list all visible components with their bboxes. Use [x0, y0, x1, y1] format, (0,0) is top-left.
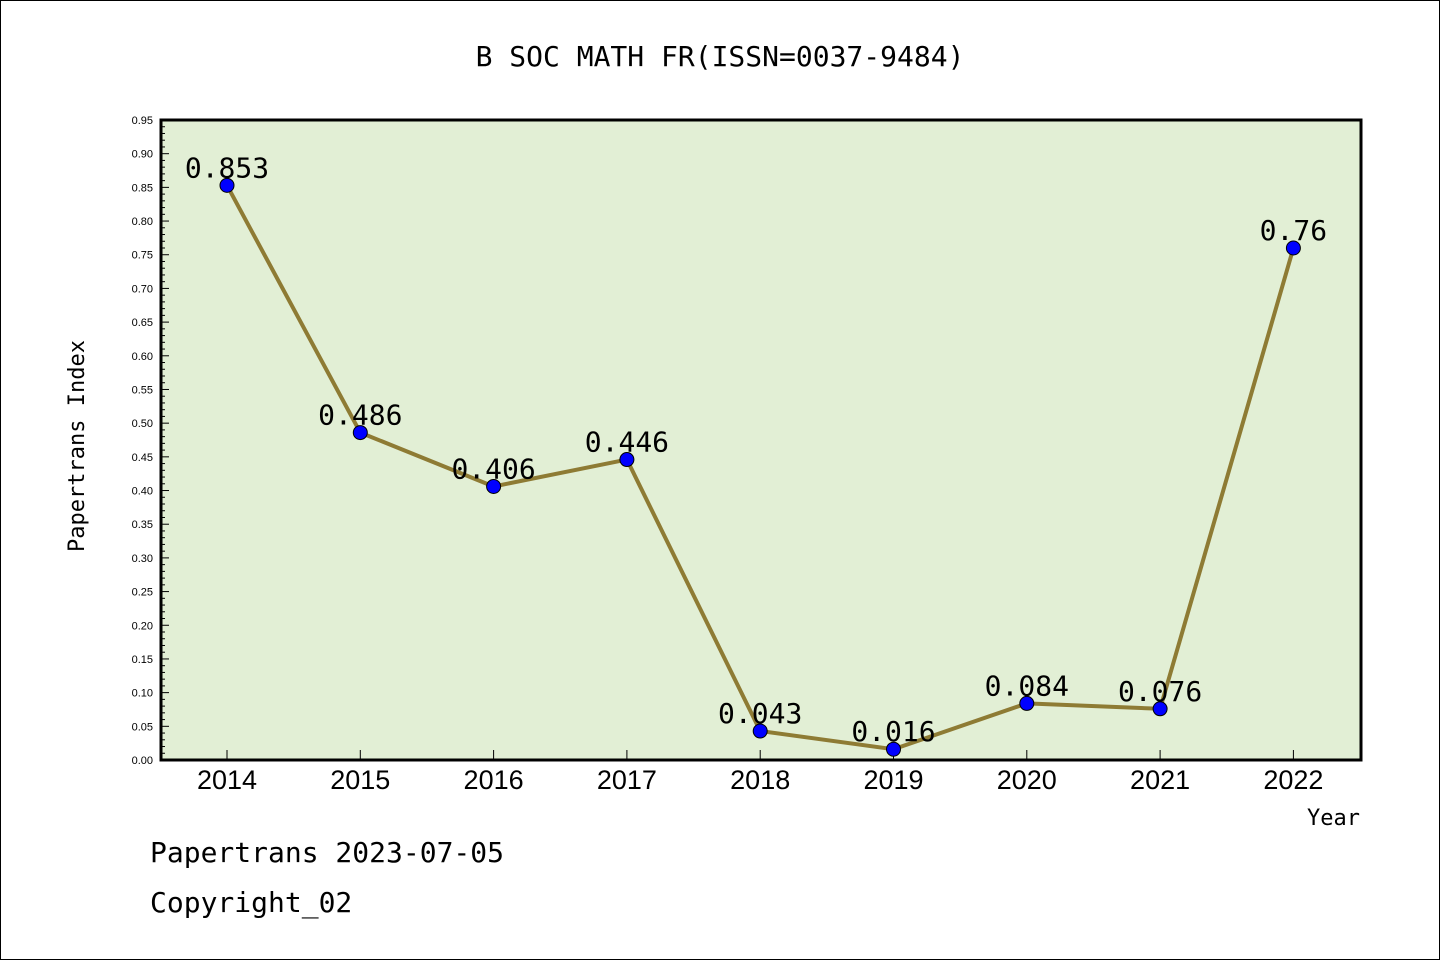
y-tick-label: 0.70: [132, 283, 153, 295]
y-tick-label: 0.10: [132, 688, 153, 700]
x-tick-label: 2021: [1130, 765, 1190, 795]
data-point: [619, 452, 635, 468]
data-point: [352, 425, 368, 441]
y-tick-label: 0.55: [132, 384, 153, 396]
data-label: 0.016: [851, 715, 935, 748]
y-tick-label: 0.60: [132, 351, 153, 363]
data-point: [752, 723, 768, 739]
y-tick-label: 0.65: [132, 317, 153, 329]
footer-copyright: Copyright_02: [150, 886, 353, 919]
x-tick-label: 2019: [863, 765, 923, 795]
y-tick-label: 0.85: [132, 182, 153, 194]
data-point: [1019, 695, 1035, 711]
y-tick-label: 0.00: [132, 755, 153, 767]
chart-title: B SOC MATH FR(ISSN=0037-9484): [476, 40, 965, 73]
x-tick-label: 2018: [730, 765, 790, 795]
y-tick-label: 0.30: [132, 553, 153, 565]
data-label: 0.084: [985, 669, 1069, 702]
x-axis: 2014 2015 2016 2017 2018 2019 2020 2021 2022: [197, 750, 1323, 795]
data-label: 0.446: [585, 426, 669, 459]
y-tick-label: 0.90: [132, 149, 153, 161]
y-tick-label: 0.50: [132, 418, 153, 430]
y-tick-label: 0.80: [132, 216, 153, 228]
x-tick-label: 2022: [1263, 765, 1323, 795]
y-tick-label: 0.20: [132, 620, 153, 632]
x-tick-label: 2017: [597, 765, 657, 795]
y-tick-label: 0.95: [132, 115, 153, 127]
y-tick-label: 0.05: [132, 721, 153, 733]
y-tick-label: 0.45: [132, 452, 153, 464]
data-label: 0.406: [451, 452, 535, 485]
y-tick-label: 0.15: [132, 654, 153, 666]
data-label: 0.043: [718, 697, 802, 730]
data-labels: 0.853 0.486 0.406 0.446 0.043 0.016 0.084 0.076…: [185, 151, 1327, 748]
data-point: [1285, 240, 1301, 256]
plot-area: [159, 118, 1363, 762]
data-label: 0.853: [185, 151, 269, 184]
y-axis: 0.00 0.05 0.10 0.15 0.20 0.25 0.30 0.35 0.40 0.45…: [132, 115, 169, 767]
y-axis-title: Papertrans Index: [65, 340, 90, 552]
series-layer: [219, 177, 1301, 757]
x-axis-title: Year: [1307, 806, 1360, 831]
data-label: 0.486: [318, 399, 402, 432]
data-label: 0.76: [1260, 214, 1327, 247]
x-tick-label: 2014: [197, 765, 257, 795]
y-tick-label: 0.35: [132, 519, 153, 531]
x-tick-label: 2020: [997, 765, 1057, 795]
x-tick-label: 2016: [464, 765, 524, 795]
data-point: [486, 478, 502, 494]
data-point: [886, 741, 901, 757]
y-tick-label: 0.25: [132, 587, 153, 599]
data-label: 0.076: [1118, 675, 1202, 708]
data-point: [219, 177, 235, 193]
footer-date: Papertrans 2023-07-05: [150, 836, 505, 869]
y-tick-label: 0.75: [132, 250, 153, 262]
x-tick-label: 2015: [330, 765, 390, 795]
data-point: [1152, 701, 1168, 717]
y-tick-label: 0.40: [132, 486, 153, 498]
